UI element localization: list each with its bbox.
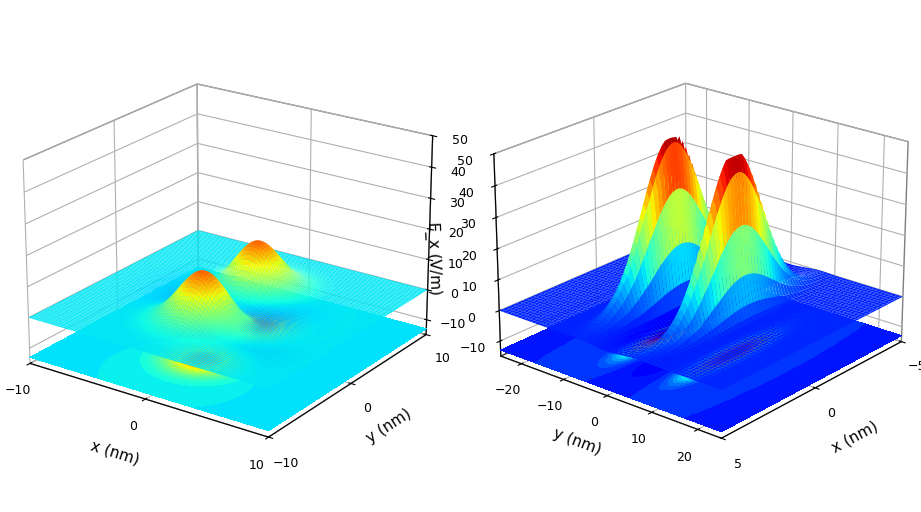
X-axis label: x (nm): x (nm)	[88, 438, 141, 467]
X-axis label: x (nm): x (nm)	[830, 418, 880, 455]
Y-axis label: y (nm): y (nm)	[364, 406, 414, 445]
Y-axis label: y (nm): y (nm)	[551, 426, 602, 458]
